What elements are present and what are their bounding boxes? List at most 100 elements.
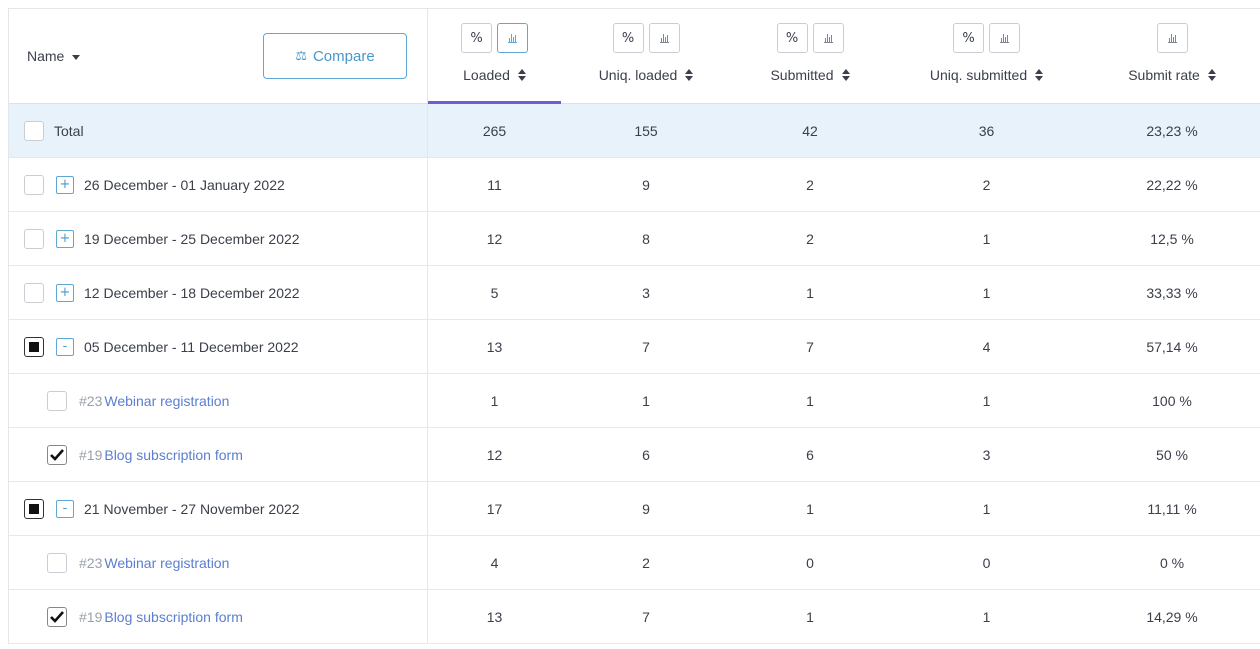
sort-by-name[interactable]: Name: [9, 48, 81, 64]
week-label: 21 November - 27 November 2022: [84, 500, 300, 517]
cell-uniq-loaded: 7: [642, 608, 650, 625]
column-header-submitted: % Submitted: [731, 9, 889, 103]
chart-toggle-uniq-submitted[interactable]: [989, 23, 1020, 53]
form-id: #19: [79, 446, 103, 463]
total-submit-rate: 23,23 %: [1146, 122, 1198, 139]
cell-submitted: 2: [806, 176, 814, 193]
table-row: + 26 December - 01 January 2022 11 9 2 2…: [9, 158, 1260, 212]
sort-by-loaded[interactable]: Loaded: [463, 67, 526, 83]
column-label: Loaded: [463, 67, 510, 83]
row-checkbox[interactable]: [24, 228, 44, 249]
sort-icon: [841, 69, 850, 81]
cell-uniq-submitted: 1: [982, 608, 991, 625]
percent-toggle-loaded[interactable]: %: [461, 23, 492, 53]
total-uniq-submitted: 36: [978, 122, 995, 139]
active-column-indicator: [428, 101, 561, 104]
sort-by-submit-rate[interactable]: Submit rate: [1128, 67, 1216, 83]
cell-submitted: 0: [806, 554, 814, 571]
select-all-checkbox[interactable]: [24, 120, 44, 141]
column-label: Submitted: [770, 67, 834, 83]
cell-loaded: 12: [486, 446, 503, 463]
chart-toggle-submit-rate[interactable]: [1156, 23, 1188, 53]
row-checkbox-partial[interactable]: [24, 336, 44, 357]
chart-toggle-loaded[interactable]: [497, 23, 528, 53]
column-header-loaded: % Loaded: [428, 9, 561, 104]
cell-submit-rate: 100 %: [1152, 392, 1192, 409]
table-header: Name ⚖ Compare % Loaded %: [9, 9, 1260, 104]
cell-uniq-loaded: 2: [642, 554, 650, 571]
row-checkbox-partial[interactable]: [24, 498, 44, 519]
compare-button-label: Compare: [312, 47, 375, 65]
percent-icon: %: [470, 30, 483, 46]
form-link[interactable]: Blog subscription form: [104, 608, 243, 625]
percent-toggle-submitted[interactable]: %: [776, 23, 808, 53]
cell-submitted: 1: [806, 284, 814, 301]
cell-uniq-submitted: 0: [982, 554, 991, 571]
cell-submitted: 1: [806, 392, 814, 409]
chart-toggle-submitted[interactable]: [812, 23, 844, 53]
row-checkbox[interactable]: [47, 390, 67, 411]
table-row: + 12 December - 18 December 2022 5 3 1 1…: [9, 266, 1260, 320]
form-link[interactable]: Blog subscription form: [104, 446, 243, 463]
table-row: - 21 November - 27 November 2022 17 9 1 …: [9, 482, 1260, 536]
collapse-icon[interactable]: -: [56, 499, 74, 518]
collapse-icon[interactable]: -: [56, 337, 74, 356]
form-link[interactable]: Webinar registration: [104, 392, 230, 409]
sort-by-submitted[interactable]: Submitted: [770, 67, 850, 83]
cell-loaded: 1: [490, 392, 499, 409]
form-link[interactable]: Webinar registration: [104, 554, 230, 571]
percent-toggle-uniq-loaded[interactable]: %: [612, 23, 644, 53]
row-checkbox-checked[interactable]: [47, 606, 67, 627]
cell-loaded: 12: [486, 230, 503, 247]
cell-submitted: 2: [806, 230, 814, 247]
percent-icon: %: [621, 30, 635, 46]
expand-icon[interactable]: +: [56, 229, 74, 248]
row-checkbox[interactable]: [24, 174, 44, 195]
cell-uniq-submitted: 1: [982, 392, 991, 409]
sort-icon: [517, 69, 526, 81]
bar-chart-icon: [1000, 33, 1009, 43]
column-header-uniq-loaded: % Uniq. loaded: [561, 9, 731, 103]
cell-loaded: 17: [486, 500, 503, 517]
checkmark-icon: [50, 610, 64, 623]
row-checkbox[interactable]: [47, 552, 67, 573]
cell-submitted: 1: [806, 500, 814, 517]
cell-uniq-loaded: 1: [642, 392, 650, 409]
forms-stats-table: Name ⚖ Compare % Loaded %: [8, 8, 1260, 644]
sort-by-uniq-submitted[interactable]: Uniq. submitted: [930, 67, 1044, 83]
expand-icon[interactable]: +: [56, 283, 74, 302]
cell-uniq-submitted: 2: [982, 176, 991, 193]
column-header-uniq-submitted: % Uniq. submitted: [889, 9, 1084, 103]
week-label: 05 December - 11 December 2022: [84, 338, 299, 355]
cell-loaded: 13: [486, 608, 503, 625]
caret-down-icon: [72, 55, 81, 60]
percent-toggle-uniq-submitted[interactable]: %: [953, 23, 984, 53]
cell-uniq-loaded: 8: [642, 230, 650, 247]
total-submitted: 42: [802, 122, 818, 139]
cell-submitted: 1: [806, 608, 814, 625]
form-name-cell: #23 Webinar registration: [9, 374, 428, 427]
table-row: #23 Webinar registration 4 2 0 0 0 %: [9, 536, 1260, 590]
cell-submit-rate: 33,33 %: [1146, 284, 1198, 301]
total-label: Total: [54, 122, 84, 139]
cell-uniq-submitted: 1: [982, 230, 991, 247]
row-checkbox[interactable]: [24, 282, 44, 303]
row-checkbox-checked[interactable]: [47, 444, 67, 465]
name-header-label: Name: [27, 48, 65, 64]
column-label: Submit rate: [1128, 67, 1200, 83]
week-name-cell: + 26 December - 01 January 2022: [9, 158, 428, 211]
sort-by-uniq-loaded[interactable]: Uniq. loaded: [599, 67, 694, 83]
compare-button[interactable]: ⚖ Compare: [263, 33, 407, 79]
cell-submitted: 7: [806, 338, 814, 355]
cell-submit-rate: 22,22 %: [1146, 176, 1198, 193]
total-name-cell: Total: [9, 104, 428, 157]
cell-uniq-loaded: 9: [642, 176, 650, 193]
chart-toggle-uniq-loaded[interactable]: [648, 23, 680, 53]
expand-icon[interactable]: +: [56, 175, 74, 194]
bar-chart-icon: [823, 33, 833, 43]
percent-icon: %: [785, 30, 799, 46]
table-row: - 05 December - 11 December 2022 13 7 7 …: [9, 320, 1260, 374]
scale-icon: ⚖: [295, 48, 307, 63]
cell-loaded: 5: [490, 284, 499, 301]
cell-uniq-submitted: 1: [982, 284, 991, 301]
